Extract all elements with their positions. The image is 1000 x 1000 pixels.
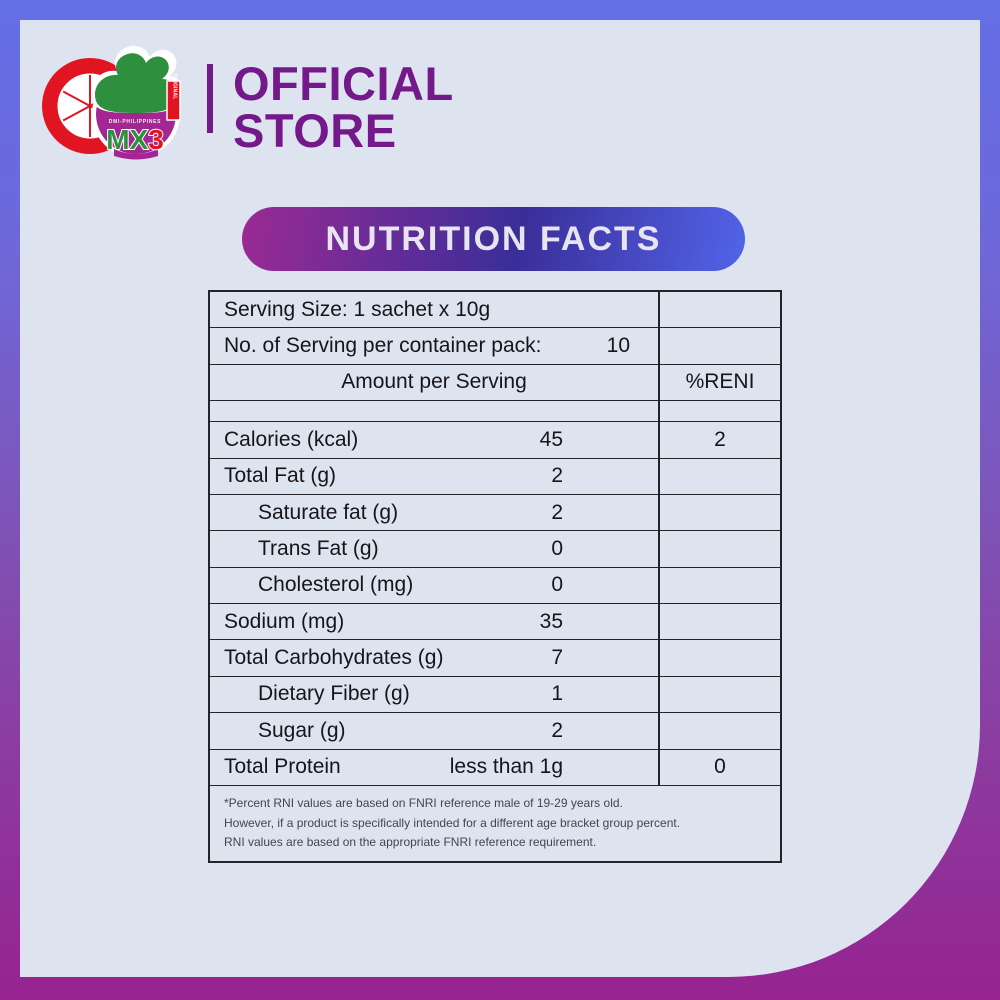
svg-text:MX3: MX3 xyxy=(106,124,164,155)
svg-text:ORIGINAL: ORIGINAL xyxy=(172,73,178,99)
